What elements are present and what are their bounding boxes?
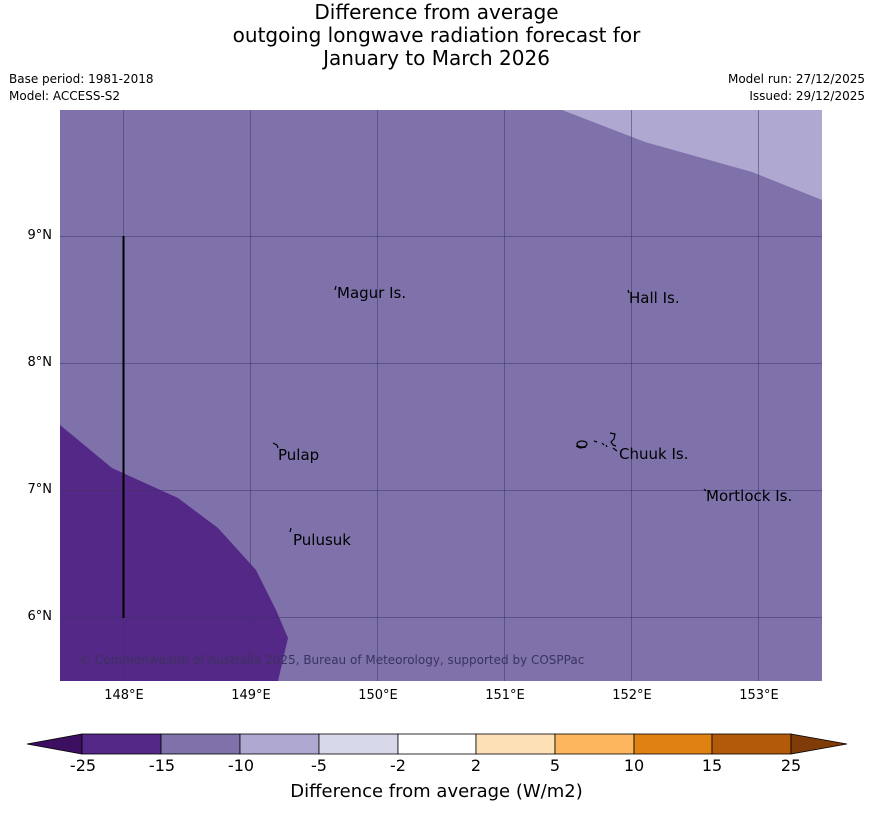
colorbar-label: 10 [623,756,645,775]
place-label-hall: Hall Is. [629,289,680,307]
map-area[interactable]: Magur Is. Hall Is. Pulap Chuuk Is. Mortl… [60,110,822,681]
colorbar-bin-7 [554,733,635,755]
meta-right: Model run: 27/12/2025 Issued: 29/12/2025 [728,71,865,105]
place-label-pulusuk: Pulusuk [293,531,351,549]
lon-label-152e: 152°E [612,688,652,703]
title-line-3: January to March 2026 [323,46,550,70]
colorbar-bin-5 [397,733,477,755]
island-chuuk [575,432,618,452]
title-line-2: outgoing longwave radiation forecast for [232,23,641,47]
colorbar-bin-9 [711,733,792,755]
island-pulap [272,442,279,449]
lon-label-151e: 151°E [485,688,525,703]
colorbar-label: -25 [69,756,97,775]
lat-label-8n: 8°N [27,355,53,370]
colorbar-label: -15 [148,756,176,775]
base-period: Base period: 1981-2018 [9,72,154,86]
place-label-mortlock: Mortlock Is. [706,487,793,505]
colorbar-label: -10 [227,756,255,775]
place-label-magur: Magur Is. [337,284,407,302]
colorbar-label: -2 [390,756,406,775]
island-magur [334,285,337,291]
colorbar-extend-low [26,733,83,755]
colorbar-bin-1 [81,733,162,755]
place-label-pulap: Pulap [278,446,320,464]
model-run: Model run: 27/12/2025 [727,72,865,86]
colorbar-label: -5 [311,756,327,775]
issued-date: Issued: 29/12/2025 [749,89,865,103]
lat-label-9n: 9°N [27,228,53,243]
colorbar-bin-8 [633,733,713,755]
colorbar-bin-3 [239,733,320,755]
place-label-chuuk: Chuuk Is. [619,445,689,463]
island-pulusuk [289,527,292,533]
lon-label-149e: 149°E [231,688,271,703]
colorbar-bin-6 [475,733,556,755]
meta-left: Base period: 1981-2018 Model: ACCESS-S2 [9,71,154,105]
map-canvas [60,110,822,681]
gridlines [60,110,822,681]
copyright-notice: © Commonwealth of Australia 2025, Bureau… [79,653,585,667]
model-name: Model: ACCESS-S2 [9,89,121,103]
anomaly-region-light [562,110,822,200]
island-markers [272,285,707,533]
colorbar-label: 5 [549,756,561,775]
island-hall [627,289,630,294]
colorbar-title: Difference from average (W/m2) [290,781,583,802]
colorbar-bin-2 [160,733,241,755]
lon-label-153e: 153°E [739,688,779,703]
island-mortlock [703,488,707,492]
colorbar-extend-high [790,733,848,755]
lon-label-150e: 150°E [358,688,398,703]
colorbar-label: 25 [780,756,802,775]
colorbar [26,733,848,755]
title-line-1: Difference from average [314,0,559,24]
colorbar-bin-4 [318,733,399,755]
lat-label-6n: 6°N [27,609,53,624]
lat-label-7n: 7°N [27,482,53,497]
colorbar-label: 2 [470,756,482,775]
colorbar-label: 15 [701,756,723,775]
lon-label-148e: 148°E [104,688,144,703]
anomaly-region-dark [60,425,288,681]
